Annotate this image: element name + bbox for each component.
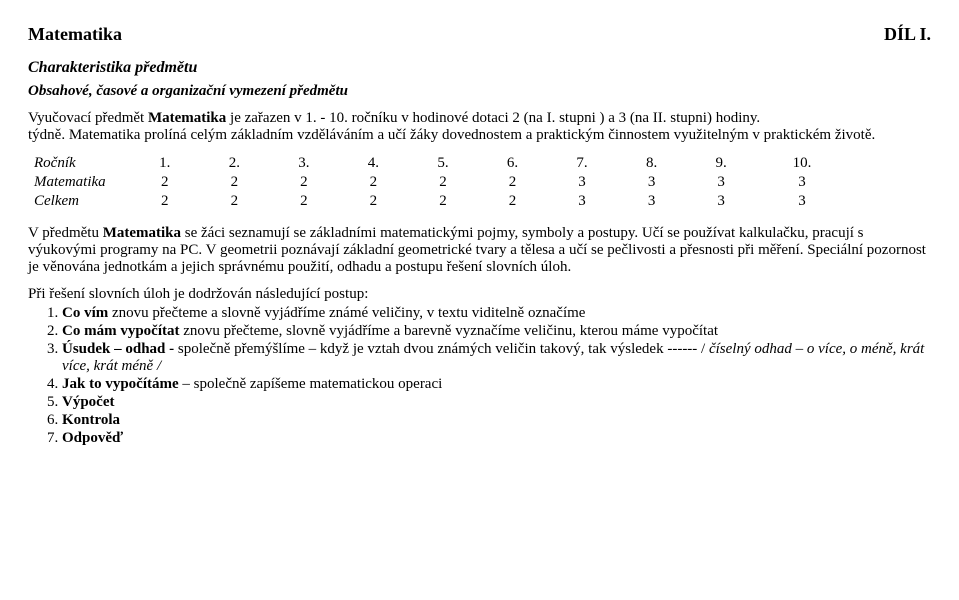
cell: 2	[339, 173, 409, 192]
intro-text-line2: týdně. Matematika prolíná celým základní…	[28, 127, 875, 143]
body-text-a: V předmětu	[28, 225, 103, 241]
cell: 2	[478, 173, 548, 192]
cell: 2	[478, 192, 548, 211]
body-text-b: Matematika	[103, 225, 181, 241]
intro-text-b: Matematika	[148, 110, 226, 126]
cell: 2	[339, 192, 409, 211]
table-row: Ročník 1. 2. 3. 4. 5. 6. 7. 8. 9. 10.	[28, 154, 848, 173]
cell: 3	[756, 173, 848, 192]
cell: 3.	[269, 154, 339, 173]
item-bold: Výpočet	[62, 394, 115, 410]
cell: 2	[130, 192, 200, 211]
section-characteristics: Charakteristika předmětu	[28, 59, 931, 77]
item-bold: Co vím	[62, 305, 108, 321]
cell: 2	[408, 173, 478, 192]
cell: 2	[200, 173, 270, 192]
list-item: Úsudek – odhad - společně přemýšlíme – k…	[62, 341, 931, 375]
cell: 5.	[408, 154, 478, 173]
doc-title: Matematika	[28, 24, 122, 45]
item-text: – společně zapíšeme matematickou operaci	[179, 376, 443, 392]
doc-volume: DÍL I.	[884, 24, 931, 45]
list-item: Co vím znovu přečteme a slovně vyjádříme…	[62, 305, 931, 322]
document-header: Matematika DÍL I.	[28, 24, 931, 45]
cell: 3	[756, 192, 848, 211]
cell: 2	[269, 173, 339, 192]
cell: 3	[686, 173, 756, 192]
cell: 7.	[547, 154, 617, 173]
cell: 3	[617, 173, 687, 192]
cell: 2	[130, 173, 200, 192]
row-label: Matematika	[28, 173, 130, 192]
list-item: Jak to vypočítáme – společně zapíšeme ma…	[62, 376, 931, 393]
section-scope: Obsahové, časové a organizační vymezení …	[28, 83, 931, 100]
item-bold: Co mám vypočítat	[62, 323, 179, 339]
item-text: společně přemýšlíme – když je vztah dvou…	[178, 341, 709, 357]
cell: 6.	[478, 154, 548, 173]
list-item: Co mám vypočítat znovu přečteme, slovně …	[62, 323, 931, 340]
body-paragraph-1: V předmětu Matematika se žáci seznamují …	[28, 225, 931, 276]
cell: 1.	[130, 154, 200, 173]
procedure-list: Co vím znovu přečteme a slovně vyjádříme…	[28, 305, 931, 447]
cell: 4.	[339, 154, 409, 173]
intro-paragraph: Vyučovací předmět Matematika je zařazen …	[28, 110, 931, 144]
item-text: znovu přečteme, slovně vyjádříme a barev…	[179, 323, 718, 339]
cell: 2	[269, 192, 339, 211]
cell: 2	[408, 192, 478, 211]
cell: 3	[617, 192, 687, 211]
item-bold: Jak to vypočítáme	[62, 376, 179, 392]
item-bold: Kontrola	[62, 412, 120, 428]
cell: 3	[547, 173, 617, 192]
cell: 3	[686, 192, 756, 211]
intro-text-a: Vyučovací předmět	[28, 110, 148, 126]
cell: 8.	[617, 154, 687, 173]
intro-text-c: je zařazen v 1. - 10. ročníku v hodinové…	[226, 110, 760, 126]
table-row: Celkem 2 2 2 2 2 2 3 3 3 3	[28, 192, 848, 211]
row-label: Celkem	[28, 192, 130, 211]
hours-table: Ročník 1. 2. 3. 4. 5. 6. 7. 8. 9. 10. Ma…	[28, 154, 848, 211]
list-item: Odpověď	[62, 430, 931, 447]
table-row: Matematika 2 2 2 2 2 2 3 3 3 3	[28, 173, 848, 192]
body-paragraph-2: Při řešení slovních úloh je dodržován ná…	[28, 286, 931, 303]
item-bold: Úsudek – odhad -	[62, 341, 178, 357]
item-bold: Odpověď	[62, 430, 123, 446]
cell: 2.	[200, 154, 270, 173]
row-label: Ročník	[28, 154, 130, 173]
list-item: Výpočet	[62, 394, 931, 411]
item-text: znovu přečteme a slovně vyjádříme známé …	[108, 305, 585, 321]
cell: 3	[547, 192, 617, 211]
cell: 10.	[756, 154, 848, 173]
cell: 9.	[686, 154, 756, 173]
cell: 2	[200, 192, 270, 211]
list-item: Kontrola	[62, 412, 931, 429]
